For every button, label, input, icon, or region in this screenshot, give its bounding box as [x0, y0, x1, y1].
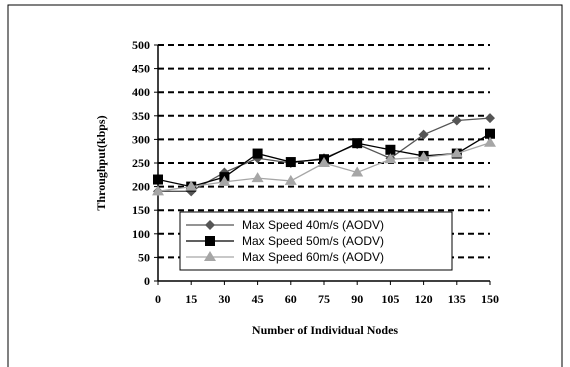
x-tick-label: 30: [218, 292, 230, 306]
series-3: [152, 136, 496, 196]
y-tick-label: 0: [144, 274, 150, 288]
data-point: [252, 148, 263, 159]
y-tick-label: 450: [132, 62, 150, 76]
data-point: [284, 174, 297, 185]
legend-label: Max Speed 50m/s (AODV): [242, 234, 384, 248]
y-tick-label: 50: [138, 250, 150, 264]
x-tick-label: 15: [185, 292, 197, 306]
legend-marker: [205, 220, 215, 230]
data-point: [485, 128, 495, 139]
axis-layer: 0 50 100 150 200 250 300 350 400 450 500 0 15 30 45 60 7…: [132, 38, 499, 306]
data-point: [485, 113, 495, 124]
y-axis-title: Throughput(kbps): [94, 115, 108, 210]
x-tick-label: 135: [448, 292, 466, 306]
legend-entry-3: Max Speed 60m/s (AODV): [186, 250, 384, 264]
data-point: [285, 157, 296, 168]
y-tick-label: 300: [132, 132, 150, 146]
y-tick-label: 250: [132, 156, 150, 170]
x-tick-label: 0: [155, 292, 161, 306]
y-tick-label: 500: [132, 38, 150, 52]
x-tick-label: 60: [285, 292, 297, 306]
data-point: [153, 174, 163, 185]
legend-entry-1: Max Speed 40m/s (AODV): [186, 218, 384, 232]
y-tick-label: 400: [132, 85, 150, 99]
x-tick-label: 45: [252, 292, 264, 306]
data-point: [318, 157, 330, 167]
legend: Max Speed 40m/s (AODV) Max Speed 50m/s (A…: [179, 211, 453, 271]
data-point: [418, 129, 429, 140]
legend-marker: [205, 236, 215, 246]
x-tick-label: 90: [351, 292, 363, 306]
y-tick-label: 150: [132, 203, 150, 217]
x-tick-label: 105: [381, 292, 399, 306]
x-tick-label: 75: [318, 292, 330, 306]
data-point: [352, 138, 363, 149]
legend-marker: [204, 251, 216, 261]
legend-label: Max Speed 60m/s (AODV): [242, 250, 384, 264]
x-tick-label: 150: [481, 292, 499, 306]
data-point: [450, 147, 463, 158]
data-point: [451, 115, 462, 126]
y-tick-label: 200: [132, 180, 150, 194]
data-point: [218, 175, 231, 186]
x-tick-label: 120: [415, 292, 433, 306]
data-point: [152, 185, 164, 196]
data-point: [185, 180, 198, 191]
data-point: [251, 172, 264, 183]
data-point: [484, 136, 496, 147]
data-point: [385, 144, 396, 155]
y-tick-label: 350: [132, 109, 150, 123]
y-tick-label: 100: [132, 227, 150, 241]
x-axis-title: Number of Individual Nodes: [252, 323, 398, 337]
data-point: [384, 153, 397, 164]
data-point: [351, 166, 364, 177]
series-layer: [152, 113, 496, 197]
legend-entry-2: Max Speed 50m/s (AODV): [186, 234, 384, 248]
data-point: [417, 151, 430, 162]
series-line: [157, 142, 491, 192]
figure-border: [7, 4, 563, 367]
legend-label: Max Speed 40m/s (AODV): [242, 218, 384, 232]
